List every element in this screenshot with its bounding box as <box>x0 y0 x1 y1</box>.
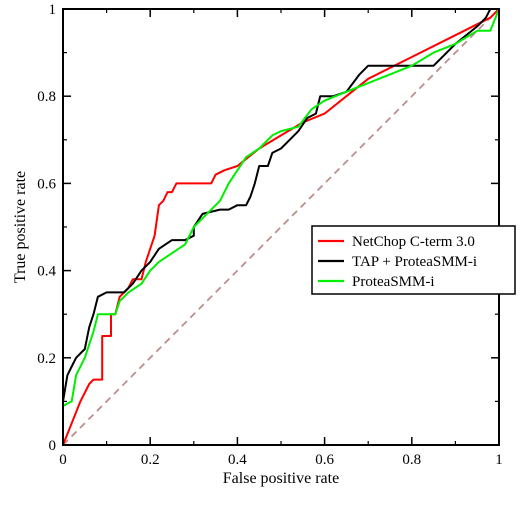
x-tick-label: 0.4 <box>228 452 247 468</box>
x-tick-label: 0.2 <box>141 452 160 468</box>
legend-box <box>311 225 516 295</box>
series-line-2 <box>62 8 499 445</box>
legend-label-2: TAP + ProteaSMM-i <box>352 254 477 270</box>
y-tick-label: 1 <box>49 2 57 18</box>
y-tick-label: 0.2 <box>37 351 56 367</box>
plot-area: 00 0.2 0.2 0.4 0.4 0.6 0.6 0.8 0.8 1 1 <box>37 2 503 468</box>
x-tick-label: 0 <box>59 452 67 468</box>
x-tick-label: 1 <box>495 452 503 468</box>
x-tick-label: 0.6 <box>315 452 334 468</box>
y-axis-title: True positive rate <box>12 171 29 283</box>
series-line-1 <box>62 8 500 446</box>
legend: NetChop C-term 3.0 TAP + ProteaSMM-i Prote… <box>311 225 516 295</box>
series-line-3 <box>62 8 500 445</box>
x-tick-label: 0.8 <box>402 452 421 468</box>
legend-label-3: ProteaSMM-i <box>352 274 435 290</box>
y-tick-label: 0.8 <box>37 89 56 105</box>
diagonal-reference-line <box>62 8 500 446</box>
y-tick-label: 0.6 <box>37 176 56 192</box>
y-tick-label: 0.4 <box>37 264 56 280</box>
x-axis-title: False positive rate <box>223 470 339 487</box>
y-tick-label: 0 <box>49 438 57 454</box>
legend-label-1: NetChop C-term 3.0 <box>352 234 475 250</box>
